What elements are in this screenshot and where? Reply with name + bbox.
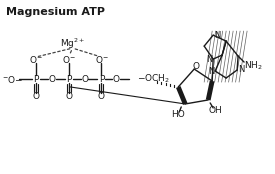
Text: O: O	[113, 74, 120, 84]
Text: O: O	[48, 74, 55, 84]
Text: O: O	[32, 92, 39, 101]
Text: N: N	[238, 65, 244, 74]
Text: P: P	[33, 74, 38, 84]
Text: O$^{-}$: O$^{-}$	[62, 54, 75, 65]
Text: N: N	[208, 66, 214, 76]
Text: O: O	[65, 92, 72, 101]
Text: N: N	[206, 55, 212, 64]
Text: O$^{-}$: O$^{-}$	[29, 54, 43, 65]
Text: HO: HO	[171, 110, 185, 119]
Text: OH: OH	[208, 106, 222, 115]
Text: O: O	[193, 62, 200, 70]
Text: O: O	[98, 92, 105, 101]
Text: O: O	[81, 74, 88, 84]
Text: O$^{-}$: O$^{-}$	[95, 54, 108, 65]
Text: Mg$^{2+}$: Mg$^{2+}$	[60, 37, 85, 51]
Text: $^{-}$O$-$: $^{-}$O$-$	[2, 74, 23, 85]
Text: Magnesium ATP: Magnesium ATP	[6, 7, 105, 17]
Text: NH$_2$: NH$_2$	[244, 60, 263, 72]
Text: P: P	[99, 74, 104, 84]
Text: N: N	[214, 31, 220, 40]
Text: $-$OCH$_2$: $-$OCH$_2$	[138, 73, 170, 85]
Text: P: P	[66, 74, 71, 84]
